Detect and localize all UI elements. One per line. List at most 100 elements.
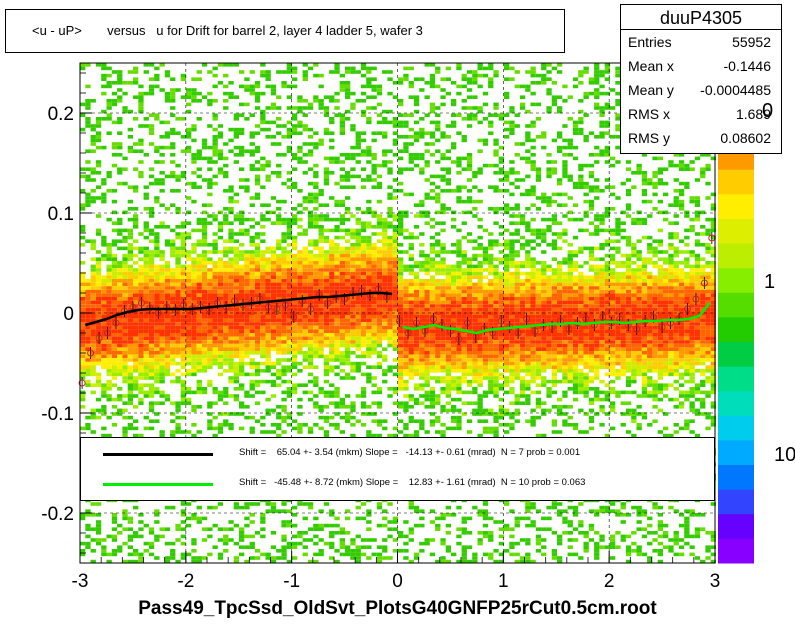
heatmap-cell [95,372,102,377]
heatmap-cell [292,271,298,276]
heatmap-cell [175,369,181,373]
heatmap-cell [186,552,192,557]
heatmap-cell [138,390,144,395]
heatmap-cell [207,271,213,276]
heatmap-cell [276,286,282,290]
heatmap-cell [355,361,361,366]
heatmap-cell [445,271,451,276]
heatmap-cell [419,372,425,377]
heatmap-cell [445,307,451,312]
heatmap-cell [318,250,324,254]
heatmap-cell [445,376,451,380]
heatmap-cell [286,253,292,258]
heatmap-cell [223,541,229,546]
heatmap-cell [281,419,287,423]
heatmap-cell [159,329,165,333]
heatmap-cell [307,181,314,186]
heatmap-cell [440,77,446,81]
heatmap-cell [260,351,266,355]
heatmap-cell [186,372,192,377]
heatmap-cell [228,333,234,337]
heatmap-cell [101,408,107,413]
heatmap-cell [419,214,425,218]
heatmap-cell [133,95,139,99]
heatmap-cell [451,142,457,146]
heatmap-cell [127,243,133,247]
heatmap-cell [355,315,361,319]
heatmap-cell [355,239,361,243]
heatmap-cell [408,286,414,290]
heatmap-cell [180,243,186,247]
heatmap-cell [329,300,335,305]
heatmap-cell [212,347,218,351]
heatmap-cell [339,257,345,261]
heatmap-cell [366,289,372,294]
heatmap-cell [101,361,107,366]
heatmap-cell [217,153,224,157]
heatmap-cell [106,383,112,387]
heatmap-cell [456,505,462,510]
heatmap-cell [297,268,303,272]
heatmap-cell [376,275,383,279]
heatmap-cell [408,142,414,146]
heatmap-cell [260,343,266,348]
heatmap-cell [207,185,213,189]
heatmap-cell [90,343,96,348]
heatmap-cell [217,257,224,261]
heatmap-cell [387,253,393,258]
heatmap-cell [297,264,303,269]
heatmap-cell [244,264,250,269]
heatmap-cell [254,315,261,319]
heatmap-cell [148,228,155,233]
heatmap-cell [133,358,139,362]
heatmap-cell [80,397,86,402]
heatmap-cell [180,149,186,153]
heatmap-cell [244,340,250,344]
heatmap-cell [148,541,155,546]
heatmap-cell [313,145,319,150]
heatmap-cell [260,257,266,261]
heatmap-cell [239,351,245,355]
heatmap-cell [180,73,186,78]
heatmap-cell [435,84,441,89]
heatmap-cell [424,81,430,85]
heatmap-cell [302,127,308,132]
heatmap-cell [106,113,112,117]
heatmap-cell [254,160,261,164]
heatmap-cell [133,549,139,553]
heatmap-cell [154,365,160,369]
heatmap-cell [80,318,86,323]
heatmap-cell [260,369,266,373]
heatmap-cell [148,286,155,290]
heatmap-cell [461,552,467,557]
heatmap-cell [212,358,218,362]
heatmap-cell [355,135,361,139]
heatmap-cell [260,279,266,283]
heatmap-cell [148,289,155,294]
heatmap-cell [143,282,149,287]
heatmap-cell [106,354,112,359]
heatmap-cell [159,358,165,362]
heatmap-cell [122,235,128,240]
heatmap-cell [398,325,404,330]
heatmap-cell [106,351,112,355]
heatmap-cell [239,167,245,171]
heatmap-cell [233,135,239,139]
heatmap-cell [138,124,144,128]
heatmap-cell [196,279,202,283]
heatmap-cell [95,358,102,362]
heatmap-cell [170,160,176,164]
heatmap-cell [445,135,451,139]
heatmap-cell [249,279,255,283]
heatmap-cell [117,264,123,269]
heatmap-cell [276,351,282,355]
heatmap-cell [138,271,144,276]
heatmap-cell [392,243,398,247]
heatmap-cell [276,261,282,265]
heatmap-cell [239,268,245,272]
heatmap-cell [239,369,245,373]
heatmap-cell [302,199,308,204]
heatmap-cell [175,250,181,254]
heatmap-cell [228,239,234,243]
heatmap-cell [254,178,261,182]
